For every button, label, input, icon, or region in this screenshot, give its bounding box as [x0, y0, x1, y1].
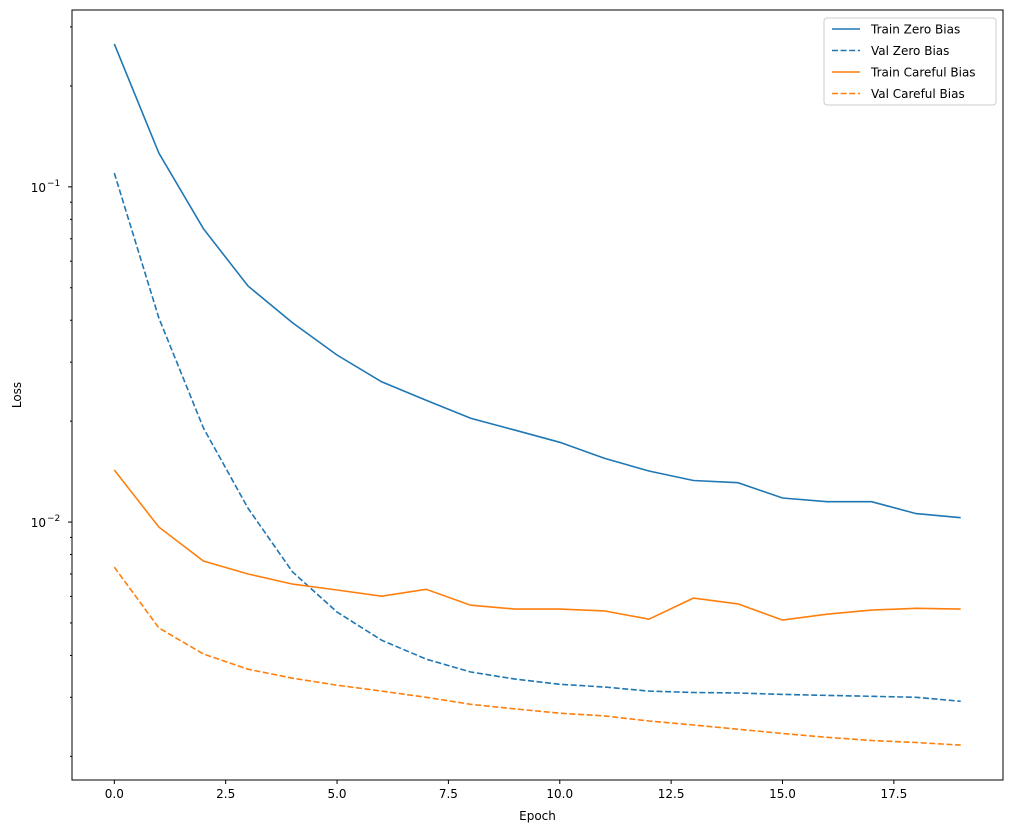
legend-label: Val Zero Bias	[871, 44, 949, 58]
series-line-3	[113, 566, 961, 746]
series-line-0	[113, 43, 961, 519]
y-axis-label: Loss	[10, 382, 24, 408]
y-tick-label-exp: −2	[47, 514, 60, 524]
y-tick-label-exp: −1	[47, 179, 60, 189]
x-axis-label: Epoch	[519, 809, 556, 823]
y-tick-label-base: 10	[31, 516, 46, 530]
x-tick-label: 15.0	[769, 787, 796, 801]
x-tick-label: 0.0	[105, 787, 124, 801]
series-line-2	[113, 469, 961, 621]
legend-label: Train Careful Bias	[870, 66, 976, 80]
series-line-1	[113, 172, 961, 703]
x-tick-label: 12.5	[658, 787, 685, 801]
x-tick-label: 5.0	[327, 787, 346, 801]
plot-frame	[71, 9, 1004, 781]
x-tick-label: 7.5	[439, 787, 458, 801]
legend-label: Val Careful Bias	[871, 87, 965, 101]
x-tick-label: 17.5	[881, 787, 908, 801]
legend-box	[823, 17, 997, 106]
legend-label: Train Zero Bias	[870, 23, 960, 37]
x-tick-label: 2.5	[216, 787, 235, 801]
x-tick-label: 10.0	[546, 787, 573, 801]
y-tick-label-base: 10	[31, 181, 46, 195]
